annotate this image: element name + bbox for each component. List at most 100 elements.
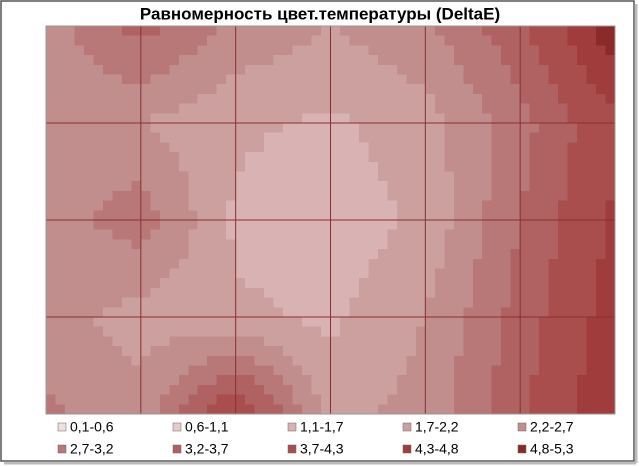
contour-cell <box>558 307 569 318</box>
contour-cell <box>178 365 189 376</box>
contour-cell <box>472 404 483 415</box>
contour-cell <box>358 287 369 299</box>
contour-cell <box>463 113 474 124</box>
contour-cell <box>577 326 588 337</box>
contour-cell <box>605 287 616 299</box>
contour-cell <box>605 35 616 46</box>
contour-cell <box>377 404 388 415</box>
contour-cell <box>188 113 199 124</box>
contour-cell <box>529 258 540 269</box>
contour-cell <box>302 210 313 221</box>
contour-cell <box>463 355 474 366</box>
contour-cell <box>131 287 142 299</box>
contour-cell <box>264 103 275 114</box>
contour-cell <box>577 220 588 231</box>
contour-cell <box>245 404 256 415</box>
contour-cell <box>577 229 588 240</box>
contour-cell <box>140 317 151 328</box>
contour-cell <box>387 55 398 66</box>
contour-cell <box>311 268 322 279</box>
contour-cell <box>140 84 151 95</box>
contour-cell <box>415 268 426 279</box>
contour-cell <box>406 258 417 269</box>
contour-cell <box>254 384 265 396</box>
contour-cell <box>188 45 199 56</box>
contour-cell <box>463 103 474 114</box>
contour-cell <box>283 190 294 202</box>
contour-cell <box>463 404 474 415</box>
contour-cell <box>74 365 85 376</box>
contour-cell <box>463 394 474 405</box>
contour-cell <box>46 365 56 376</box>
contour-cell <box>169 45 180 56</box>
contour-cell <box>55 132 66 143</box>
contour-cell <box>605 64 616 75</box>
contour-cell <box>529 384 540 396</box>
contour-cell <box>226 26 237 37</box>
contour-cell <box>482 152 493 163</box>
contour-cell <box>577 258 588 269</box>
contour-cell <box>83 142 94 153</box>
contour-cell <box>74 64 85 75</box>
contour-cell <box>245 210 256 221</box>
contour-cell <box>159 161 170 172</box>
contour-cell <box>444 258 455 269</box>
contour-cell <box>368 239 379 250</box>
contour-cell <box>491 55 502 66</box>
contour-cell <box>339 375 350 386</box>
contour-cell <box>586 103 597 114</box>
contour-cell <box>567 326 578 337</box>
contour-cell <box>529 103 540 114</box>
contour-cell <box>463 190 474 202</box>
contour-cell <box>216 317 227 328</box>
contour-cell <box>358 123 369 134</box>
contour-cell <box>425 375 436 386</box>
contour-cell <box>339 346 350 357</box>
contour-cell <box>226 220 237 231</box>
contour-cell <box>112 268 123 279</box>
contour-cell <box>425 64 436 75</box>
contour-cell <box>46 278 56 289</box>
contour-cell <box>510 113 521 124</box>
contour-cell <box>55 171 66 182</box>
contour-cell <box>368 404 379 415</box>
contour-cell <box>472 287 483 299</box>
contour-cell <box>596 45 607 56</box>
contour-cell <box>577 93 588 105</box>
contour-cell <box>396 142 407 153</box>
contour-cell <box>539 132 550 143</box>
contour-cell <box>283 278 294 289</box>
contour-cell <box>188 26 199 37</box>
contour-cell <box>55 181 66 192</box>
contour-cell <box>358 132 369 143</box>
contour-cell <box>339 74 350 85</box>
contour-cell <box>292 26 303 37</box>
contour-cell <box>311 55 322 66</box>
contour-cell <box>169 210 180 221</box>
contour-cell <box>150 220 161 231</box>
contour-cell <box>74 45 85 56</box>
contour-cell <box>501 249 512 260</box>
contour-cell <box>102 26 113 37</box>
contour-cell <box>453 220 464 231</box>
contour-cell <box>245 287 256 299</box>
contour-cell <box>472 365 483 376</box>
contour-cell <box>216 278 227 289</box>
contour-cell <box>178 55 189 66</box>
contour-cell <box>188 152 199 163</box>
contour-cell <box>529 26 540 37</box>
contour-cell <box>273 287 284 299</box>
contour-cell <box>226 35 237 46</box>
contour-cell <box>501 278 512 289</box>
contour-cell <box>567 132 578 143</box>
contour-cell <box>444 113 455 124</box>
contour-cell <box>349 200 360 211</box>
contour-cell <box>74 258 85 269</box>
contour-cell <box>406 278 417 289</box>
contour-cell <box>453 326 464 337</box>
contour-cell <box>197 93 208 105</box>
contour-cell <box>510 26 521 37</box>
contour-cell <box>577 113 588 124</box>
contour-cell <box>558 249 569 260</box>
